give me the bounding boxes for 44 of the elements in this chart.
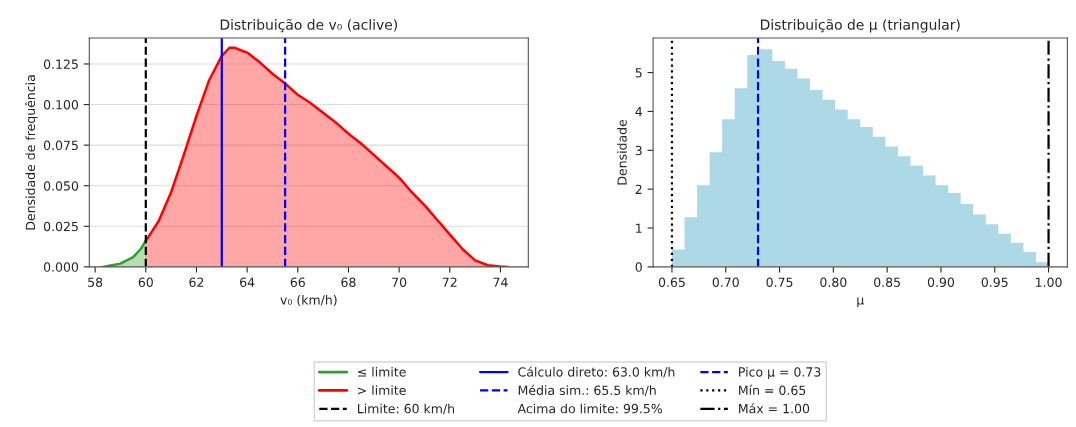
x-axis-title: v₀ (km/h) bbox=[280, 294, 337, 307]
x-tick-label: 74 bbox=[493, 277, 508, 287]
text: Acima do limite: 99.5% bbox=[517, 403, 662, 414]
legend-label: Mín = 0.65 bbox=[739, 384, 806, 395]
y-tick-label: 0.000 bbox=[43, 262, 79, 272]
y-tick-label: 4 bbox=[635, 107, 643, 117]
x-tick-label: 58 bbox=[88, 277, 103, 287]
legend-label: ≤ limite bbox=[358, 366, 406, 377]
y-tick-label: 1 bbox=[636, 223, 642, 233]
x-tick-label: 0.75 bbox=[766, 277, 793, 287]
legend-label: Pico μ = 0.73 bbox=[739, 366, 821, 380]
chart-title: Distribuição de μ (triangular) bbox=[761, 18, 960, 33]
y-tick-label: 2 bbox=[635, 184, 642, 194]
y-tick-label: 0.075 bbox=[43, 140, 78, 151]
legend-label: Cálculo direto: 63.0 km/h bbox=[518, 366, 675, 378]
y-tick-label: 0 bbox=[635, 262, 642, 272]
x-tick-label: 0.90 bbox=[927, 277, 955, 287]
x-tick-label: 62 bbox=[189, 277, 204, 287]
y-tick-label: 0.125 bbox=[43, 59, 78, 69]
y-tick-label: 3 bbox=[635, 145, 642, 156]
y-tick-label: 0.025 bbox=[43, 221, 78, 232]
y-axis-title: Densidade de frequência bbox=[24, 75, 38, 230]
x-tick-label: 0.80 bbox=[820, 277, 847, 287]
legend-label: Limite: 60 km/h bbox=[358, 403, 455, 415]
x-tick-label: 0.95 bbox=[981, 277, 1008, 287]
legend-label: Média sim.: 65.5 km/h bbox=[518, 384, 656, 396]
x-tick-label: 68 bbox=[341, 277, 356, 287]
y-tick-label: 0.100 bbox=[43, 100, 79, 110]
x-tick-label: 60 bbox=[138, 277, 153, 287]
x-tick-label: 0.85 bbox=[874, 277, 900, 287]
y-tick-label: 5 bbox=[635, 68, 642, 78]
y-tick-label: 0.050 bbox=[43, 181, 79, 191]
legend-label: Máx = 1.00 bbox=[739, 403, 810, 414]
x-tick-label: 66 bbox=[290, 277, 305, 287]
y-axis-title: Densidade bbox=[617, 119, 627, 185]
x-tick-label: 0.70 bbox=[712, 277, 739, 287]
x-tick-label: 70 bbox=[392, 277, 407, 287]
legend-label: > limite bbox=[358, 385, 406, 395]
x-tick-label: 1.00 bbox=[1036, 277, 1062, 287]
x-axis-title: μ bbox=[857, 297, 864, 308]
x-tick-label: 72 bbox=[442, 277, 457, 287]
x-tick-label: 64 bbox=[240, 277, 255, 287]
x-tick-label: 0.65 bbox=[658, 277, 685, 287]
chart-title: Distribuição de v₀ (aclive) bbox=[220, 18, 398, 33]
